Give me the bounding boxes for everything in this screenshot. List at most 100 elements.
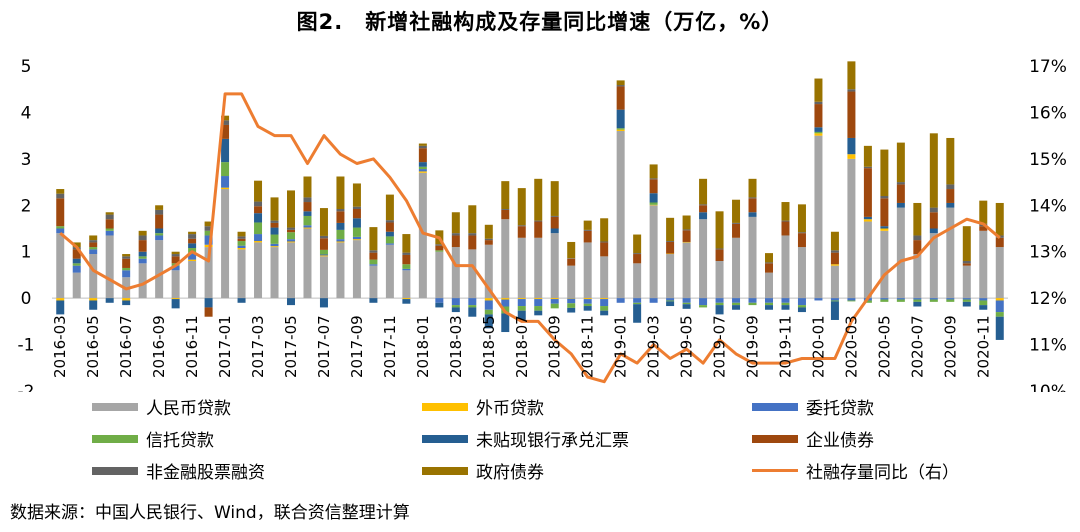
bar-segment: [287, 298, 295, 306]
bar-segment: [583, 298, 592, 300]
bar-segment: [946, 299, 955, 302]
bar-segment: [155, 214, 164, 229]
bar-segment: [913, 240, 922, 255]
bar-segment: [896, 207, 905, 299]
legend-swatch: [422, 434, 468, 443]
x-tick-label: 2016-05: [84, 315, 102, 378]
bar-segment: [649, 178, 658, 180]
bar-segment: [962, 226, 971, 261]
bar-segment: [600, 310, 609, 316]
y-tick-label: -1: [18, 336, 35, 356]
bar-segment: [797, 247, 806, 299]
x-tick-label: 2019-09: [744, 315, 762, 378]
bar-segment: [732, 298, 741, 303]
bar-segment: [435, 244, 444, 246]
bar-segment: [929, 298, 938, 300]
bar-segment: [418, 143, 427, 146]
bar-segment: [929, 228, 938, 234]
bar-segment: [781, 220, 790, 222]
bar-segment: [402, 298, 411, 300]
bar-segment: [550, 298, 559, 300]
bar-segment: [896, 182, 905, 185]
bar-segment: [682, 302, 691, 305]
bar-segment: [847, 91, 856, 138]
bar-segment: [863, 168, 872, 217]
bar-segment: [204, 307, 213, 317]
bar-segment: [303, 225, 312, 228]
bar-segment: [517, 306, 526, 311]
bar-segment: [583, 229, 592, 231]
bar-segment: [962, 265, 971, 299]
bar-segment: [830, 250, 839, 253]
bar-segment: [550, 216, 559, 229]
bar-segment: [814, 127, 823, 132]
bar-segment: [188, 261, 197, 299]
bar-segment: [765, 272, 773, 299]
bar-segment: [451, 233, 460, 236]
bar-segment: [748, 216, 757, 299]
bar-segment: [468, 233, 477, 236]
bar-segment: [830, 252, 839, 265]
bar-segment: [188, 234, 197, 239]
bar-segment: [748, 198, 757, 213]
bar-segment: [89, 300, 98, 310]
bar-segment: [171, 256, 180, 264]
bar-segment: [89, 249, 98, 255]
bar-segment: [237, 248, 246, 250]
bar-segment: [567, 303, 576, 308]
bar-segment: [270, 243, 279, 247]
chart-plot: -2 -1 0 1 2 3 4 5 10% 11% 12% 13% 14% 15% 16% 17% 2016-0…: [18, 57, 1067, 392]
bar-segment: [995, 316, 1004, 340]
bar-segment: [649, 298, 658, 303]
bar-segment: [534, 178, 543, 221]
bar-segment: [451, 235, 460, 248]
bar-segment: [468, 305, 477, 308]
bar-segment: [237, 238, 246, 242]
bar-segment: [385, 220, 394, 223]
bar-segment: [303, 176, 312, 198]
x-tick-label: 2019-05: [678, 315, 696, 378]
bar-segment: [962, 263, 971, 266]
bar-segment: [204, 235, 213, 245]
bar-segment: [715, 261, 724, 299]
bar-segment: [649, 193, 658, 203]
bar-segment: [962, 261, 971, 264]
bar-segment: [270, 222, 279, 228]
bar-segment: [814, 78, 823, 102]
bar-segment: [56, 300, 65, 315]
legend-growth-line: 社融存量同比（右）: [752, 458, 959, 483]
bar-segment: [616, 128, 625, 130]
bar-segment: [797, 233, 806, 248]
bar-segment: [385, 236, 394, 244]
x-tick-label: 2017-01: [216, 315, 234, 378]
bar-segment: [715, 211, 724, 249]
bar-segment: [715, 298, 724, 303]
bar-segment: [171, 251, 180, 255]
bar-segment: [616, 109, 625, 129]
bar-segment: [913, 298, 922, 300]
bar-segment: [732, 223, 741, 238]
x-tick-label: 2016-09: [150, 315, 168, 378]
legend-swatch: [92, 402, 138, 411]
bar-segment: [435, 298, 444, 303]
x-tick-label: 2019-03: [645, 315, 663, 378]
bar-segment: [633, 254, 642, 264]
bar-segment: [336, 241, 345, 243]
bar-segment: [221, 138, 230, 163]
bar-segment: [270, 247, 279, 299]
bar-segment: [72, 242, 81, 248]
bar-segment: [600, 306, 609, 311]
bar-segment: [254, 241, 263, 243]
bar-segment: [715, 305, 724, 315]
bar-segment: [352, 236, 361, 240]
bar-segment: [171, 299, 180, 309]
y-tick-label: 4: [21, 103, 32, 123]
bar-segment: [336, 211, 345, 223]
bar-segment: [155, 235, 164, 241]
chart-line: [59, 92, 1001, 384]
bar-segment: [962, 299, 971, 302]
bar-segment: [896, 202, 905, 208]
bar-segment: [270, 197, 279, 221]
bar-segment: [946, 202, 955, 208]
x-tick-label: 2017-07: [315, 315, 333, 378]
